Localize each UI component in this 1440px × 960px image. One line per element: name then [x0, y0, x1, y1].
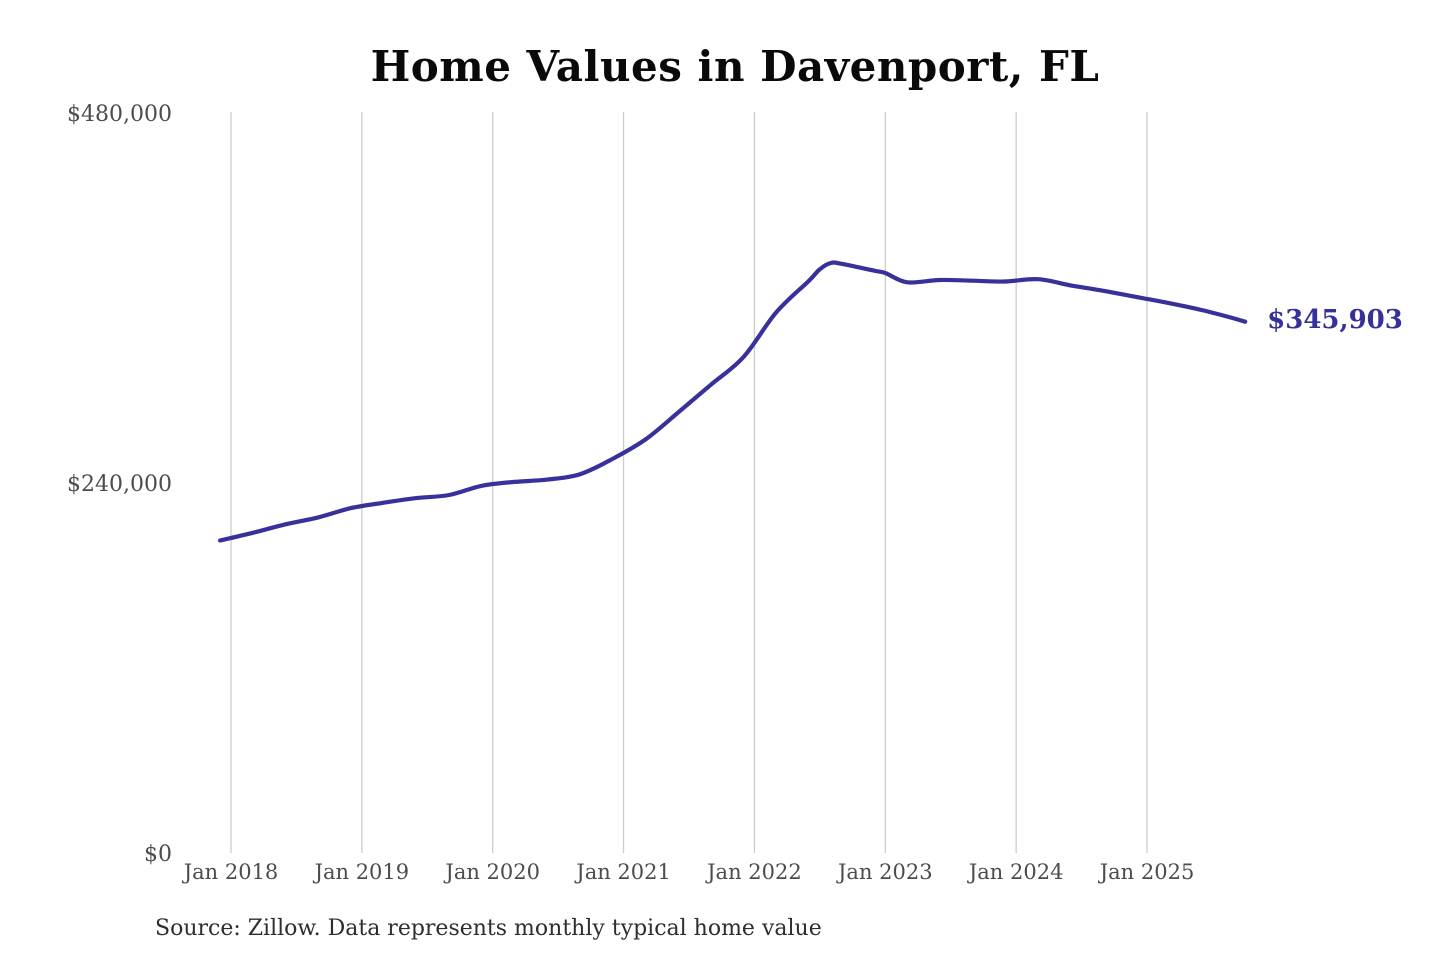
- home-value-line: [218, 260, 1248, 543]
- x-axis-tick-label: Jan 2018: [183, 860, 279, 884]
- y-axis-tick-label: $240,000: [67, 472, 172, 497]
- x-axis-tick-label: Jan 2021: [576, 860, 671, 884]
- chart-title: Home Values in Davenport, FL: [370, 42, 1100, 91]
- x-axis-tick-label: Jan 2020: [445, 860, 541, 884]
- latest-value-annotation: $345,903: [1267, 304, 1403, 335]
- vertical-gridlines: [230, 112, 1148, 853]
- x-axis-tick-label: Jan 2023: [838, 860, 933, 884]
- x-axis-tick-label: Jan 2024: [968, 860, 1064, 884]
- source-note: Source: Zillow. Data represents monthly …: [155, 916, 822, 941]
- y-axis-tick-label: $0: [144, 842, 172, 867]
- x-axis-tick-label: Jan 2022: [707, 860, 802, 884]
- x-axis-tick-label: Jan 2025: [1099, 860, 1195, 884]
- y-axis-tick-label: $480,000: [67, 102, 172, 127]
- x-axis-tick-label: Jan 2019: [314, 860, 410, 884]
